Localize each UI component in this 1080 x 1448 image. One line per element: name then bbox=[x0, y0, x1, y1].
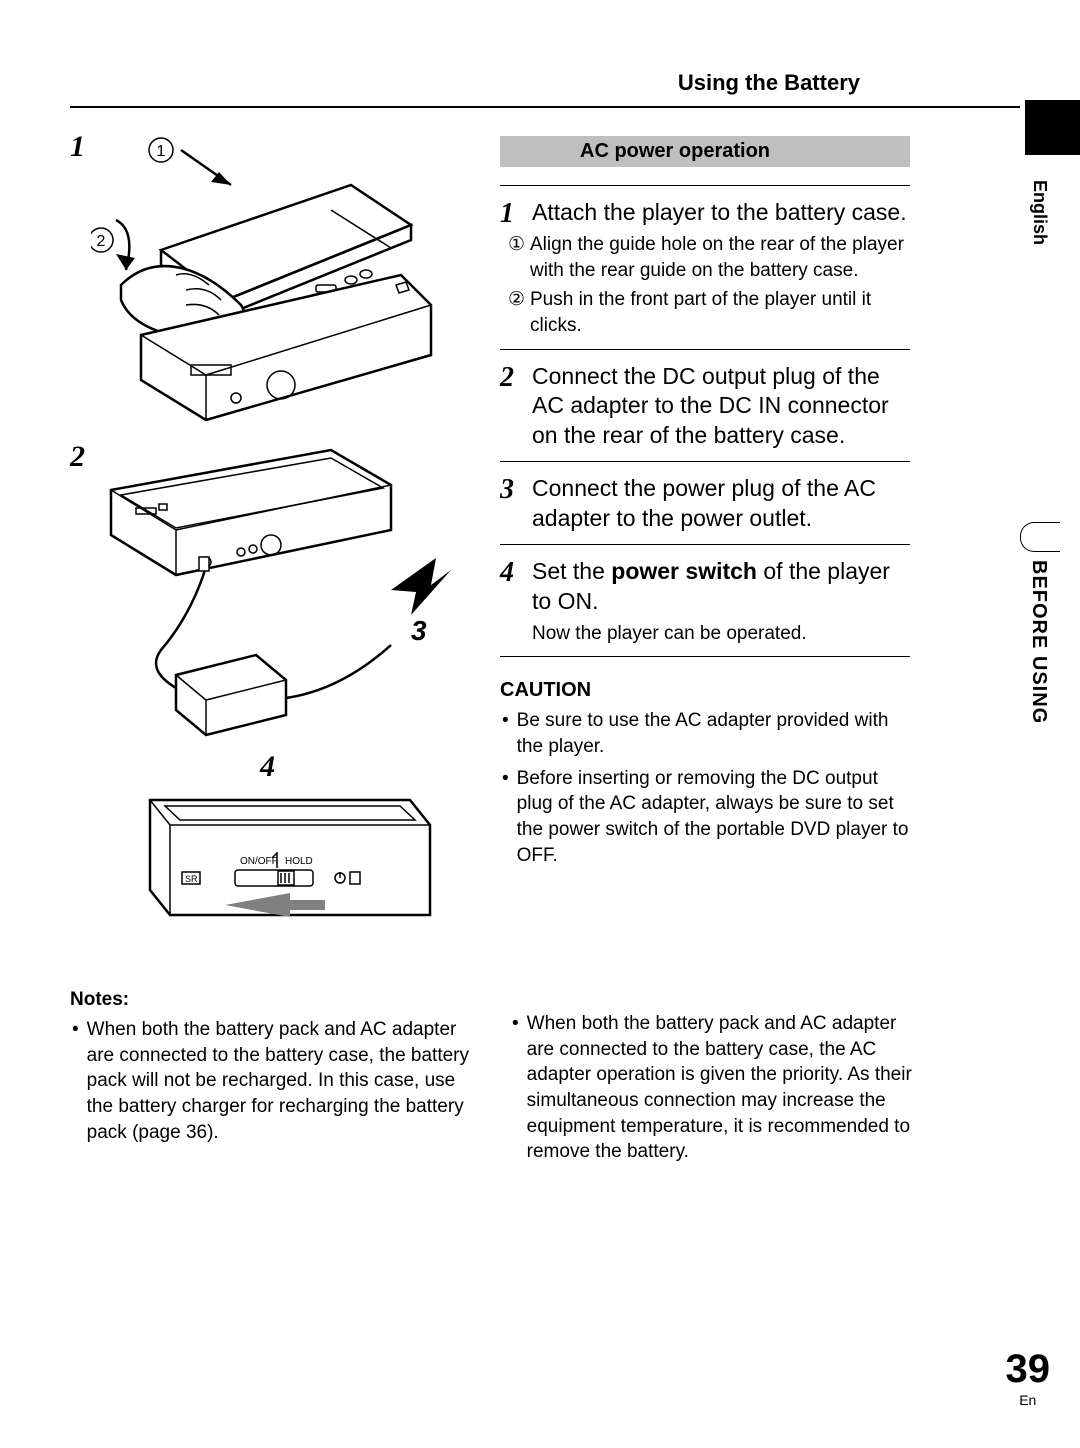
step-4: 4 Set the power switch of the player to … bbox=[500, 557, 910, 617]
notes-heading: Notes: bbox=[70, 989, 470, 1011]
side-section-tab bbox=[1020, 522, 1060, 552]
step-2: 2 Connect the DC output plug of the AC a… bbox=[500, 362, 910, 452]
side-language-label: English bbox=[1029, 180, 1050, 245]
caution-bullet-1: Be sure to use the AC adapter provided w… bbox=[500, 708, 910, 759]
step-1-number: 1 bbox=[500, 200, 522, 228]
page-number: 39 En bbox=[1006, 1347, 1051, 1408]
caution-heading: CAUTION bbox=[500, 679, 910, 702]
caution-bullet-2: Before inserting or removing the DC outp… bbox=[500, 766, 910, 869]
page-lang: En bbox=[1006, 1392, 1051, 1408]
step-2-number: 2 bbox=[500, 364, 522, 392]
step-1: 1 Attach the player to the battery case. bbox=[500, 198, 910, 228]
step-3-number: 3 bbox=[500, 476, 522, 504]
notes-right-column: When both the battery pack and AC adapte… bbox=[510, 965, 920, 1171]
step-3-text: Connect the power plug of the AC adapter… bbox=[532, 474, 910, 534]
figure-4-illustration: ON/OFF HOLD SR bbox=[140, 770, 440, 960]
figure-number-2: 2 bbox=[70, 440, 85, 474]
side-section-label: BEFORE USING bbox=[1027, 560, 1050, 724]
page-header-title: Using the Battery bbox=[70, 70, 1020, 106]
section-heading-bar: AC power operation bbox=[500, 136, 910, 167]
figure-number-3: 3 bbox=[411, 615, 427, 646]
note-1: When both the battery pack and AC adapte… bbox=[70, 1017, 470, 1145]
figure-number-4: 4 bbox=[260, 750, 275, 784]
figure-2-illustration: 3 bbox=[91, 440, 451, 740]
step-4-text: Set the power switch of the player to ON… bbox=[532, 557, 910, 617]
section-tab-black bbox=[1025, 100, 1080, 155]
step-3: 3 Connect the power plug of the AC adapt… bbox=[500, 474, 910, 534]
step-1-sub-2: ② Push in the front part of the player u… bbox=[500, 287, 910, 338]
figure-1-illustration: 1 2 bbox=[91, 130, 451, 430]
sr-label: SR bbox=[185, 874, 198, 884]
step-4-sub: Now the player can be operated. bbox=[500, 621, 910, 647]
illustrations-column: 1 1 2 bbox=[70, 130, 470, 965]
instructions-column: AC power operation 1 Attach the player t… bbox=[500, 130, 910, 965]
notes-left-column: Notes: When both the battery pack and AC… bbox=[70, 965, 470, 1171]
figure-number-1: 1 bbox=[70, 130, 85, 164]
hold-label: HOLD bbox=[285, 856, 313, 867]
header-rule bbox=[70, 106, 1020, 108]
substep-marker-1: ① bbox=[508, 232, 530, 283]
note-2: When both the battery pack and AC adapte… bbox=[510, 1011, 920, 1165]
callout-2: 2 bbox=[97, 233, 106, 250]
callout-1: 1 bbox=[157, 143, 166, 160]
substep-marker-2: ② bbox=[508, 287, 530, 338]
step-1-text: Attach the player to the battery case. bbox=[532, 198, 910, 228]
step-1-sub-1: ① Align the guide hole on the rear of th… bbox=[500, 232, 910, 283]
step-2-text: Connect the DC output plug of the AC ada… bbox=[532, 362, 910, 452]
step-4-number: 4 bbox=[500, 559, 522, 587]
